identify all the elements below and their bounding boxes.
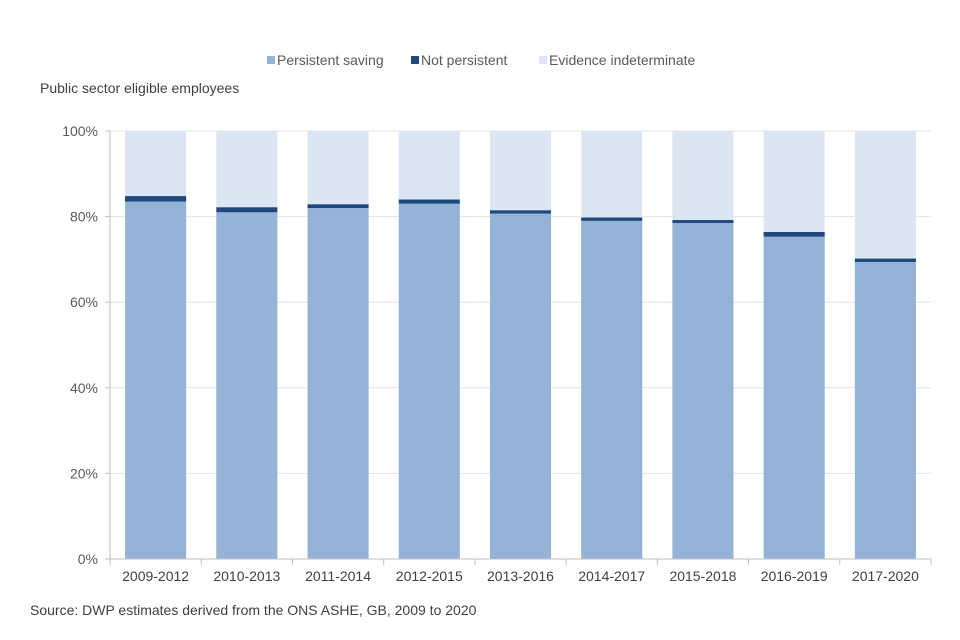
bar-not-persistent-2016-2019 xyxy=(763,232,825,237)
source-note: Source: DWP estimates derived from the O… xyxy=(30,602,477,618)
bar-persistent-saving-2012-2015 xyxy=(398,203,460,559)
x-tick-label: 2015-2018 xyxy=(669,568,736,584)
bar-not-persistent-2012-2015 xyxy=(398,199,460,204)
bar-evidence-indeterminate-2015-2018 xyxy=(672,131,734,221)
bar-persistent-saving-2015-2018 xyxy=(672,223,734,559)
bar-not-persistent-2014-2017 xyxy=(581,217,643,221)
legend: Persistent saving Not persistent Evidence … xyxy=(267,52,696,68)
legend-label: Not persistent xyxy=(421,52,507,68)
bar-not-persistent-2009-2012 xyxy=(125,196,187,202)
bar-evidence-indeterminate-2017-2020 xyxy=(854,131,916,259)
bar-persistent-saving-2014-2017 xyxy=(581,220,643,559)
bar-persistent-saving-2010-2013 xyxy=(216,212,278,559)
bar-persistent-saving-2017-2020 xyxy=(854,261,916,559)
bar-persistent-saving-2009-2012 xyxy=(125,201,187,559)
legend-swatch xyxy=(411,56,419,64)
y-tick-label: 40% xyxy=(70,380,98,396)
bar-evidence-indeterminate-2010-2013 xyxy=(216,131,278,208)
bar-not-persistent-2013-2016 xyxy=(489,210,552,214)
bar-evidence-indeterminate-2011-2014 xyxy=(307,131,369,205)
x-tick-label: 2014-2017 xyxy=(578,568,645,584)
x-tick-label: 2017-2020 xyxy=(852,568,919,584)
x-tick-label: 2016-2019 xyxy=(761,568,828,584)
bar-persistent-saving-2013-2016 xyxy=(489,213,552,559)
bar-persistent-saving-2011-2014 xyxy=(307,208,369,560)
legend-label: Evidence indeterminate xyxy=(549,52,696,68)
y-tick-label: 100% xyxy=(62,123,98,139)
legend-item-evidence-indeterminate: Evidence indeterminate xyxy=(539,52,696,68)
bar-evidence-indeterminate-2012-2015 xyxy=(398,131,460,200)
bar-evidence-indeterminate-2013-2016 xyxy=(489,131,552,211)
legend-swatch xyxy=(539,56,547,64)
bars xyxy=(125,131,916,560)
bar-not-persistent-2011-2014 xyxy=(307,204,369,209)
y-tick-label: 80% xyxy=(70,209,98,225)
x-tick-label: 2009-2012 xyxy=(122,568,189,584)
y-tick-labels: 0% 20% 40% 60% 80% 100% xyxy=(62,123,98,567)
y-axis-label: Public sector eligible employees xyxy=(40,80,239,96)
x-tick-label: 2013-2016 xyxy=(487,568,554,584)
legend-item-persistent-saving: Persistent saving xyxy=(267,52,384,68)
y-tick-label: 60% xyxy=(70,294,98,310)
y-tick-label: 20% xyxy=(70,465,98,481)
x-tick-label: 2010-2013 xyxy=(213,568,280,584)
legend-swatch xyxy=(267,56,275,64)
axes xyxy=(105,130,932,565)
legend-item-not-persistent: Not persistent xyxy=(411,52,507,68)
bar-not-persistent-2017-2020 xyxy=(854,258,916,262)
bar-evidence-indeterminate-2009-2012 xyxy=(125,131,187,197)
y-tick-label: 0% xyxy=(78,551,98,567)
x-tick-label: 2012-2015 xyxy=(396,568,463,584)
bar-not-persistent-2010-2013 xyxy=(216,207,278,213)
x-tick-labels: 2009-2012 2010-2013 2011-2014 2012-2015 2013… xyxy=(122,568,919,584)
bar-evidence-indeterminate-2016-2019 xyxy=(763,131,825,233)
bar-persistent-saving-2016-2019 xyxy=(763,236,825,559)
bar-evidence-indeterminate-2014-2017 xyxy=(581,131,643,218)
bar-not-persistent-2015-2018 xyxy=(672,220,734,224)
legend-label: Persistent saving xyxy=(277,52,384,68)
x-tick-label: 2011-2014 xyxy=(305,568,371,584)
